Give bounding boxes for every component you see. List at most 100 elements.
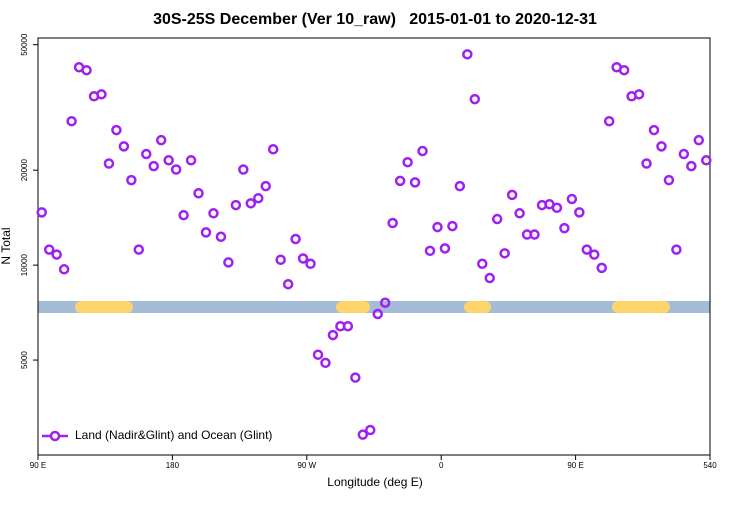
x-tick-label: 90 W [297, 461, 316, 470]
point [477, 258, 488, 270]
point [462, 49, 473, 60]
plot-frame [37, 37, 711, 456]
band-land [75, 301, 133, 313]
legend-marker [49, 430, 61, 442]
band-land [336, 301, 370, 313]
point [245, 198, 257, 209]
point [581, 244, 593, 255]
point [297, 253, 309, 264]
point [671, 244, 682, 255]
y-tick-label: 20000 [20, 159, 29, 182]
point [641, 158, 652, 169]
x-tick-label: 540 [703, 461, 717, 470]
point [327, 329, 339, 341]
point [133, 244, 145, 255]
point [178, 209, 189, 221]
point [484, 272, 495, 284]
point [618, 64, 630, 76]
point [215, 231, 227, 243]
point [566, 193, 578, 205]
point [589, 249, 600, 260]
x-tick-label: 90 E [567, 461, 583, 470]
point [574, 207, 585, 218]
point [148, 160, 159, 172]
band-land [612, 301, 670, 313]
point [290, 233, 301, 245]
point [529, 229, 540, 240]
point [58, 264, 70, 275]
point [51, 249, 62, 260]
point [506, 189, 518, 201]
point [491, 213, 503, 225]
point [253, 192, 264, 204]
point [701, 155, 712, 166]
point [170, 164, 182, 175]
point [118, 141, 130, 152]
point [342, 320, 354, 332]
y-tick-label: 50000 [20, 33, 29, 56]
point [357, 429, 369, 440]
point [103, 158, 115, 169]
point [499, 248, 510, 259]
point [208, 208, 219, 219]
point [305, 258, 316, 270]
point [432, 221, 443, 233]
point [66, 115, 77, 127]
coverage-band [38, 301, 710, 313]
point [402, 156, 413, 168]
point [678, 148, 690, 160]
chart-title: 30S-25S December (Ver 10_raw) 2015-01-01… [153, 11, 597, 28]
point [559, 222, 570, 234]
point [275, 254, 286, 266]
point [320, 357, 331, 369]
point [185, 155, 197, 166]
x-axis-label: Longitude (deg E) [327, 475, 422, 489]
point [379, 297, 391, 308]
point [111, 124, 122, 136]
point [43, 244, 55, 255]
point [126, 174, 137, 186]
y-tick-label: 5000 [20, 351, 29, 369]
point [417, 145, 428, 157]
point [514, 208, 525, 219]
legend-label: Land (Nadir&Glint) and Ocean (Glint) [75, 428, 272, 442]
point [409, 177, 421, 188]
point [656, 141, 667, 152]
point [424, 245, 436, 257]
band-land [464, 301, 491, 313]
point [238, 164, 249, 175]
point [193, 188, 204, 199]
point [469, 93, 481, 105]
point [365, 424, 376, 436]
point [394, 175, 406, 187]
x-tick-label: 90 E [30, 461, 46, 470]
point [387, 217, 398, 229]
point [163, 155, 174, 166]
point [350, 372, 361, 383]
point [155, 134, 167, 146]
point [372, 308, 383, 320]
x-tick-label: 180 [166, 461, 180, 470]
point [693, 134, 705, 146]
point [223, 257, 234, 268]
point [596, 262, 607, 274]
point [633, 89, 645, 100]
point [551, 202, 563, 214]
point [603, 115, 615, 127]
point [36, 207, 47, 218]
point [230, 199, 242, 211]
point [141, 148, 152, 160]
point [260, 180, 271, 192]
point [686, 160, 697, 172]
point [439, 243, 451, 254]
point [454, 180, 466, 192]
point [96, 89, 107, 100]
band-ocean [38, 301, 710, 313]
point [648, 124, 660, 136]
point [447, 220, 458, 232]
point [81, 64, 92, 76]
point [663, 174, 675, 186]
point [267, 144, 279, 155]
point [200, 227, 212, 238]
